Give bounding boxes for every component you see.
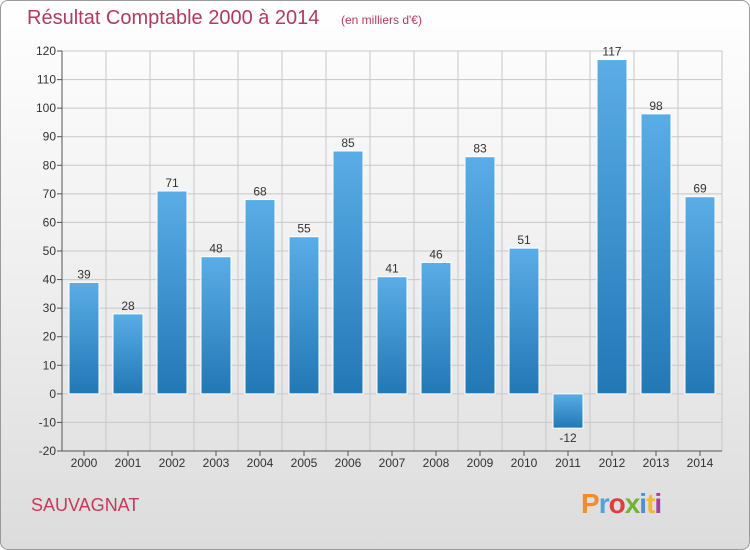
y-tick-label: 0 bbox=[49, 387, 56, 401]
data-label-2007: 41 bbox=[385, 262, 399, 276]
x-tick-label: 2013 bbox=[643, 456, 670, 470]
x-tick-label: 2005 bbox=[291, 456, 318, 470]
data-label-2013: 98 bbox=[649, 99, 663, 113]
data-label-2002: 71 bbox=[165, 176, 179, 190]
bar-2012 bbox=[596, 59, 628, 395]
bar-2011 bbox=[552, 393, 584, 429]
x-tick-label: 2010 bbox=[511, 456, 538, 470]
data-label-2000: 39 bbox=[77, 267, 91, 281]
data-label-2001: 28 bbox=[121, 299, 135, 313]
y-tick-label: 40 bbox=[43, 273, 57, 287]
proxiti-logo: Proxiti bbox=[581, 488, 662, 519]
bars bbox=[68, 59, 716, 429]
data-label-2003: 48 bbox=[209, 242, 223, 256]
data-label-2009: 83 bbox=[473, 142, 487, 156]
y-tick-label: 50 bbox=[43, 244, 57, 258]
chart-subtitle: (en milliers d'€) bbox=[341, 13, 422, 27]
bar-2010 bbox=[508, 247, 540, 395]
x-tick-label: 2011 bbox=[555, 456, 581, 470]
x-tick-label: 2003 bbox=[203, 456, 230, 470]
y-tick-label: 100 bbox=[36, 101, 56, 115]
x-tick-label: 2014 bbox=[687, 456, 714, 470]
x-tick-label: 2006 bbox=[335, 456, 362, 470]
y-tick-label: 30 bbox=[43, 301, 57, 315]
x-tick-label: 2002 bbox=[159, 456, 186, 470]
y-tick-label: 10 bbox=[43, 358, 57, 372]
bar-2005 bbox=[288, 236, 320, 395]
commune-name: SAUVAGNAT bbox=[31, 495, 140, 515]
data-label-2014: 69 bbox=[693, 182, 707, 196]
bar-2006 bbox=[332, 150, 364, 395]
axes: -20 -10 0 10 20 30 40 50 60 70 80 90 100 110 120 2000 20… bbox=[36, 44, 722, 470]
y-tick-label: 110 bbox=[37, 73, 56, 87]
labels: 39 28 71 48 68 55 85 41 46 83 51 -12 117 98 69 bbox=[77, 45, 707, 446]
y-tick-label: 70 bbox=[43, 187, 57, 201]
x-tick-label: 2008 bbox=[423, 456, 450, 470]
y-tick-label: -10 bbox=[39, 415, 57, 429]
data-label-2004: 68 bbox=[253, 185, 267, 199]
bar-2000 bbox=[68, 281, 100, 395]
bar-2009 bbox=[464, 156, 496, 395]
bar-2003 bbox=[200, 256, 232, 395]
bar-2007 bbox=[376, 276, 408, 395]
data-label-2010: 51 bbox=[517, 233, 531, 247]
bar-2008 bbox=[420, 261, 452, 395]
x-tick-label: 2000 bbox=[71, 456, 98, 470]
x-tick-label: 2009 bbox=[467, 456, 494, 470]
bar-2001 bbox=[112, 313, 144, 395]
x-tick-label: 2001 bbox=[115, 456, 142, 470]
data-label-2012: 117 bbox=[602, 45, 621, 59]
data-label-2006: 85 bbox=[341, 136, 355, 150]
bar-2002 bbox=[156, 190, 188, 395]
chart-title: Résultat Comptable 2000 à 2014 bbox=[27, 7, 320, 29]
x-tick-label: 2012 bbox=[599, 456, 626, 470]
bar-2004 bbox=[244, 199, 276, 395]
x-tick-label: 2004 bbox=[247, 456, 274, 470]
data-label-2011: -12 bbox=[559, 431, 577, 445]
y-tick-label: 60 bbox=[43, 215, 57, 229]
x-tick-label: 2007 bbox=[379, 456, 406, 470]
y-tick-label: 90 bbox=[43, 130, 57, 144]
y-tick-label: 80 bbox=[43, 158, 57, 172]
y-tick-label: 120 bbox=[36, 44, 56, 58]
data-label-2008: 46 bbox=[429, 247, 443, 261]
y-tick-label: 20 bbox=[43, 330, 57, 344]
data-label-2005: 55 bbox=[297, 222, 311, 236]
y-tick-label: -20 bbox=[39, 444, 57, 458]
bar-2013 bbox=[640, 113, 672, 395]
bar-2014 bbox=[684, 196, 716, 395]
